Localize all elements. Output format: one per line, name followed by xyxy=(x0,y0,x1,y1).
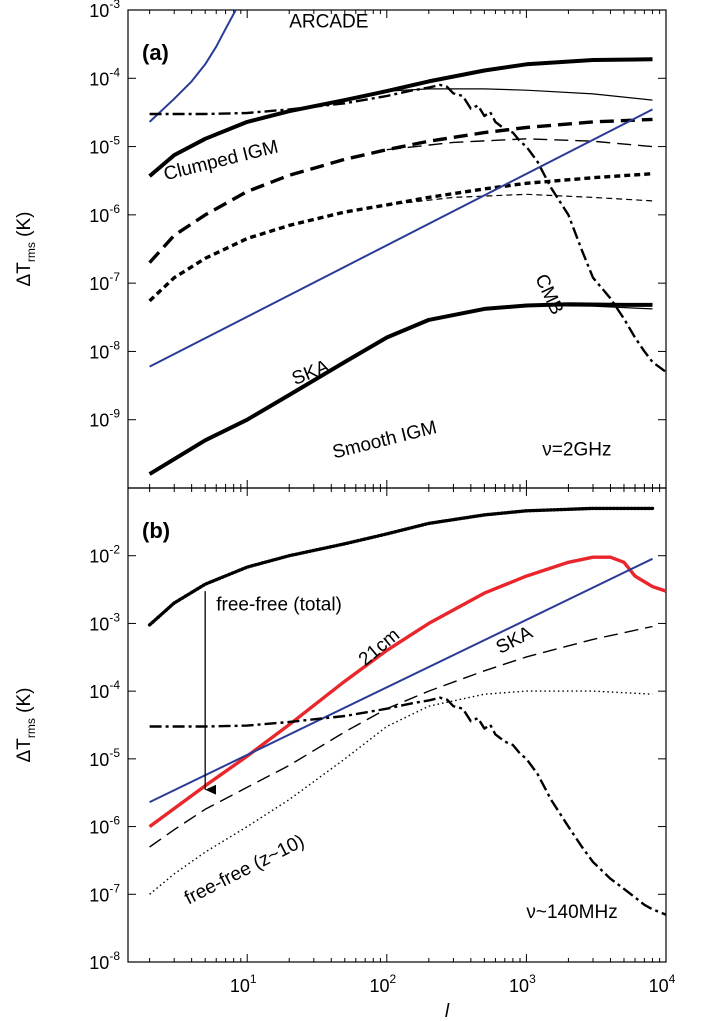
panel-a: 10-3 10-4 10-5 10-6 10-7 10-8 10-9 ΔTrms (K) ARC… xyxy=(14,0,667,489)
plot-frame xyxy=(127,487,667,963)
y-tick-label: 10-4 xyxy=(89,678,120,702)
annotation: 21cm xyxy=(355,625,404,671)
annotation: CMB xyxy=(530,271,567,318)
series-line-dashed-thin xyxy=(386,138,653,151)
x-tick-label: 101 xyxy=(230,972,257,996)
series-line-solid-thin xyxy=(386,88,653,101)
y-tick-label: 10-5 xyxy=(89,134,120,158)
y-tick-label: 10-3 xyxy=(89,0,120,21)
y-axis-label: ΔTrms (K) xyxy=(14,688,38,763)
plot-frame xyxy=(127,9,667,489)
y-tick-label: 10-4 xyxy=(89,65,120,89)
panel-label: (a) xyxy=(142,40,169,65)
series-line-dashed-thin xyxy=(149,625,653,848)
y-tick-label: 10-3 xyxy=(89,610,120,634)
x-tick-label: 104 xyxy=(649,972,676,996)
series-line-solid-thick xyxy=(148,57,653,178)
series-line-shortdash-thin xyxy=(386,193,653,206)
y-tick-label: 10-7 xyxy=(89,270,120,294)
series-line-dashdot xyxy=(149,83,666,373)
y-tick-label: 10-2 xyxy=(89,543,120,567)
series-line-blue xyxy=(149,108,653,368)
y-tick-label: 10-5 xyxy=(89,746,120,770)
y-tick-label: 10-8 xyxy=(89,338,120,362)
series-line-dashdot xyxy=(149,696,666,916)
annotation: SKA xyxy=(289,356,332,390)
series-line-dotted-thin xyxy=(149,690,653,895)
series-line-solid-thin xyxy=(526,304,653,310)
annotation: SKA xyxy=(493,622,537,659)
x-tick-label: 102 xyxy=(369,972,396,996)
annotation: ARCADE xyxy=(289,12,368,33)
y-tick-label: 10-9 xyxy=(89,407,120,431)
annotation: free-free (total) xyxy=(216,595,342,616)
annotation: Clumped IGM xyxy=(162,136,281,185)
series-line-solid-thick xyxy=(148,302,653,476)
series-line-blue xyxy=(149,557,653,804)
y-tick-label: 10-6 xyxy=(89,814,120,838)
panel-label: (b) xyxy=(142,518,170,543)
x-tick-label: 103 xyxy=(509,972,536,996)
annotation: ν=2GHz xyxy=(542,439,611,460)
y-tick-label: 10-7 xyxy=(89,881,120,905)
y-tick-label: 10-8 xyxy=(89,949,120,973)
series-line-dotted-thick xyxy=(147,506,655,627)
series-line-dashed-thick xyxy=(148,117,653,264)
y-tick-label: 10-6 xyxy=(89,202,120,226)
series-line-shortdash-thick xyxy=(148,172,653,303)
panel-b: 10-2 10-3 10-4 10-5 10-6 10-7 10-8 101 102 103 104… xyxy=(14,487,676,1021)
annotation: Smooth IGM xyxy=(330,417,439,463)
annotation: ν~140MHz xyxy=(526,902,617,923)
series-line-blue xyxy=(148,10,237,123)
annotation: free-free (z~10) xyxy=(181,831,308,909)
y-axis-label: ΔTrms (K) xyxy=(14,212,38,287)
x-axis-label: l xyxy=(445,1001,450,1021)
